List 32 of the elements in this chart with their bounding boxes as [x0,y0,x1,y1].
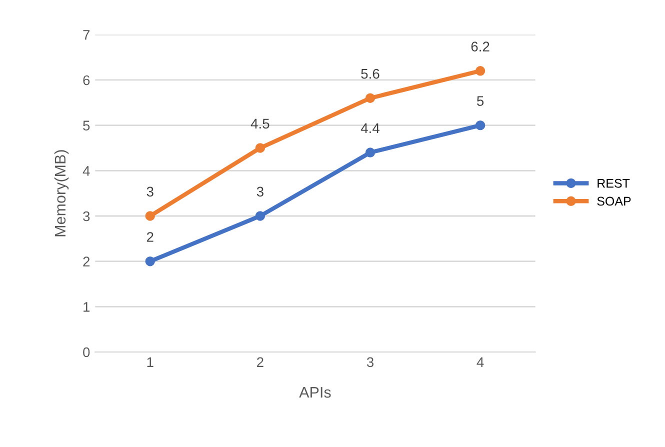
data-label: 6.2 [471,42,490,52]
data-label: 4.4 [360,123,380,133]
y-tick-label: 4 [82,166,90,176]
y-tick-label: 2 [83,256,90,266]
x-tick-label: 2 [257,357,264,367]
data-label: 2 [146,232,154,242]
y-axis-title: Memory(MB) [54,150,69,236]
x-tick-label: 4 [476,357,484,367]
legend-label: REST [598,178,630,188]
data-label: 5 [476,96,484,106]
x-tick-label: 1 [147,357,154,367]
data-label: 4.5 [250,118,270,129]
point [365,148,376,158]
y-tick-label: 6 [83,75,90,86]
y-tick-label: 7 [83,30,90,40]
point [145,211,155,221]
point [255,211,266,221]
point [475,120,486,130]
data-label: 3 [256,186,264,197]
y-tick-label: 5 [83,120,90,130]
point [475,66,486,76]
y-tick-label: 3 [83,211,90,222]
x-tick-label: 3 [366,357,374,368]
data-label: 5.6 [361,68,380,79]
point [365,93,376,103]
point [255,143,266,153]
data-label: 3 [146,186,154,197]
legend-label: SOAP [597,196,631,206]
y-tick-label: 0 [83,347,90,358]
point [145,256,155,266]
y-tick-label: 1 [84,302,90,312]
x-axis-title: APIs [299,387,331,398]
